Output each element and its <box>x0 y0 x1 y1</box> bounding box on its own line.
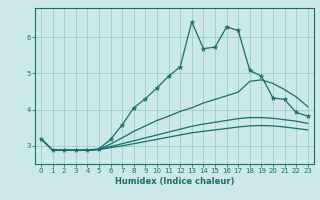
X-axis label: Humidex (Indice chaleur): Humidex (Indice chaleur) <box>115 177 234 186</box>
